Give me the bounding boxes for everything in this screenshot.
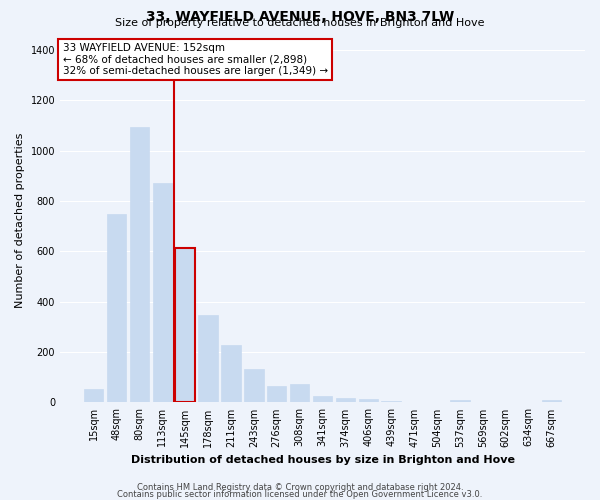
Bar [107,214,126,402]
Bar [335,398,355,402]
Bar [359,400,378,402]
Bar [175,248,195,402]
Bar [221,345,241,403]
Text: Contains HM Land Registry data © Crown copyright and database right 2024.: Contains HM Land Registry data © Crown c… [137,484,463,492]
Y-axis label: Number of detached properties: Number of detached properties [15,132,25,308]
Bar [84,390,103,402]
Text: Contains public sector information licensed under the Open Government Licence v3: Contains public sector information licen… [118,490,482,499]
Bar [199,315,218,402]
Text: 33, WAYFIELD AVENUE, HOVE, BN3 7LW: 33, WAYFIELD AVENUE, HOVE, BN3 7LW [146,10,454,24]
Bar [244,369,263,402]
Text: 33 WAYFIELD AVENUE: 152sqm
← 68% of detached houses are smaller (2,898)
32% of s: 33 WAYFIELD AVENUE: 152sqm ← 68% of deta… [62,43,328,76]
Bar [542,400,561,402]
Bar [267,386,286,402]
Bar [313,396,332,402]
X-axis label: Distribution of detached houses by size in Brighton and Hove: Distribution of detached houses by size … [131,455,515,465]
Bar [450,400,470,402]
Bar [152,184,172,402]
Bar [290,384,310,402]
Bar [130,127,149,402]
Text: Size of property relative to detached houses in Brighton and Hove: Size of property relative to detached ho… [115,18,485,28]
